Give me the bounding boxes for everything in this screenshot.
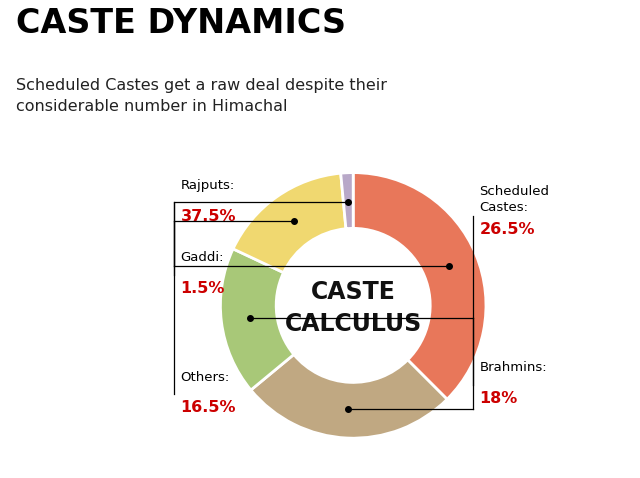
Text: Scheduled
Castes:: Scheduled Castes: — [479, 185, 549, 214]
Wedge shape — [340, 173, 353, 228]
Wedge shape — [353, 173, 486, 399]
Text: CASTE: CASTE — [311, 280, 396, 304]
Text: Gaddi:: Gaddi: — [180, 251, 224, 264]
Text: 1.5%: 1.5% — [180, 281, 225, 295]
Text: Brahmins:: Brahmins: — [479, 361, 547, 374]
Text: Scheduled Castes get a raw deal despite their
considerable number in Himachal: Scheduled Castes get a raw deal despite … — [16, 77, 387, 114]
Wedge shape — [233, 173, 346, 272]
Wedge shape — [251, 355, 447, 438]
Wedge shape — [220, 249, 294, 390]
Text: 16.5%: 16.5% — [180, 400, 236, 415]
Text: 18%: 18% — [479, 391, 518, 406]
Text: Others:: Others: — [180, 370, 230, 383]
Text: CASTE DYNAMICS: CASTE DYNAMICS — [16, 7, 346, 40]
Text: 37.5%: 37.5% — [180, 209, 236, 224]
Text: CALCULUS: CALCULUS — [285, 312, 422, 336]
Text: Rajputs:: Rajputs: — [180, 179, 235, 192]
Text: 26.5%: 26.5% — [479, 222, 535, 237]
